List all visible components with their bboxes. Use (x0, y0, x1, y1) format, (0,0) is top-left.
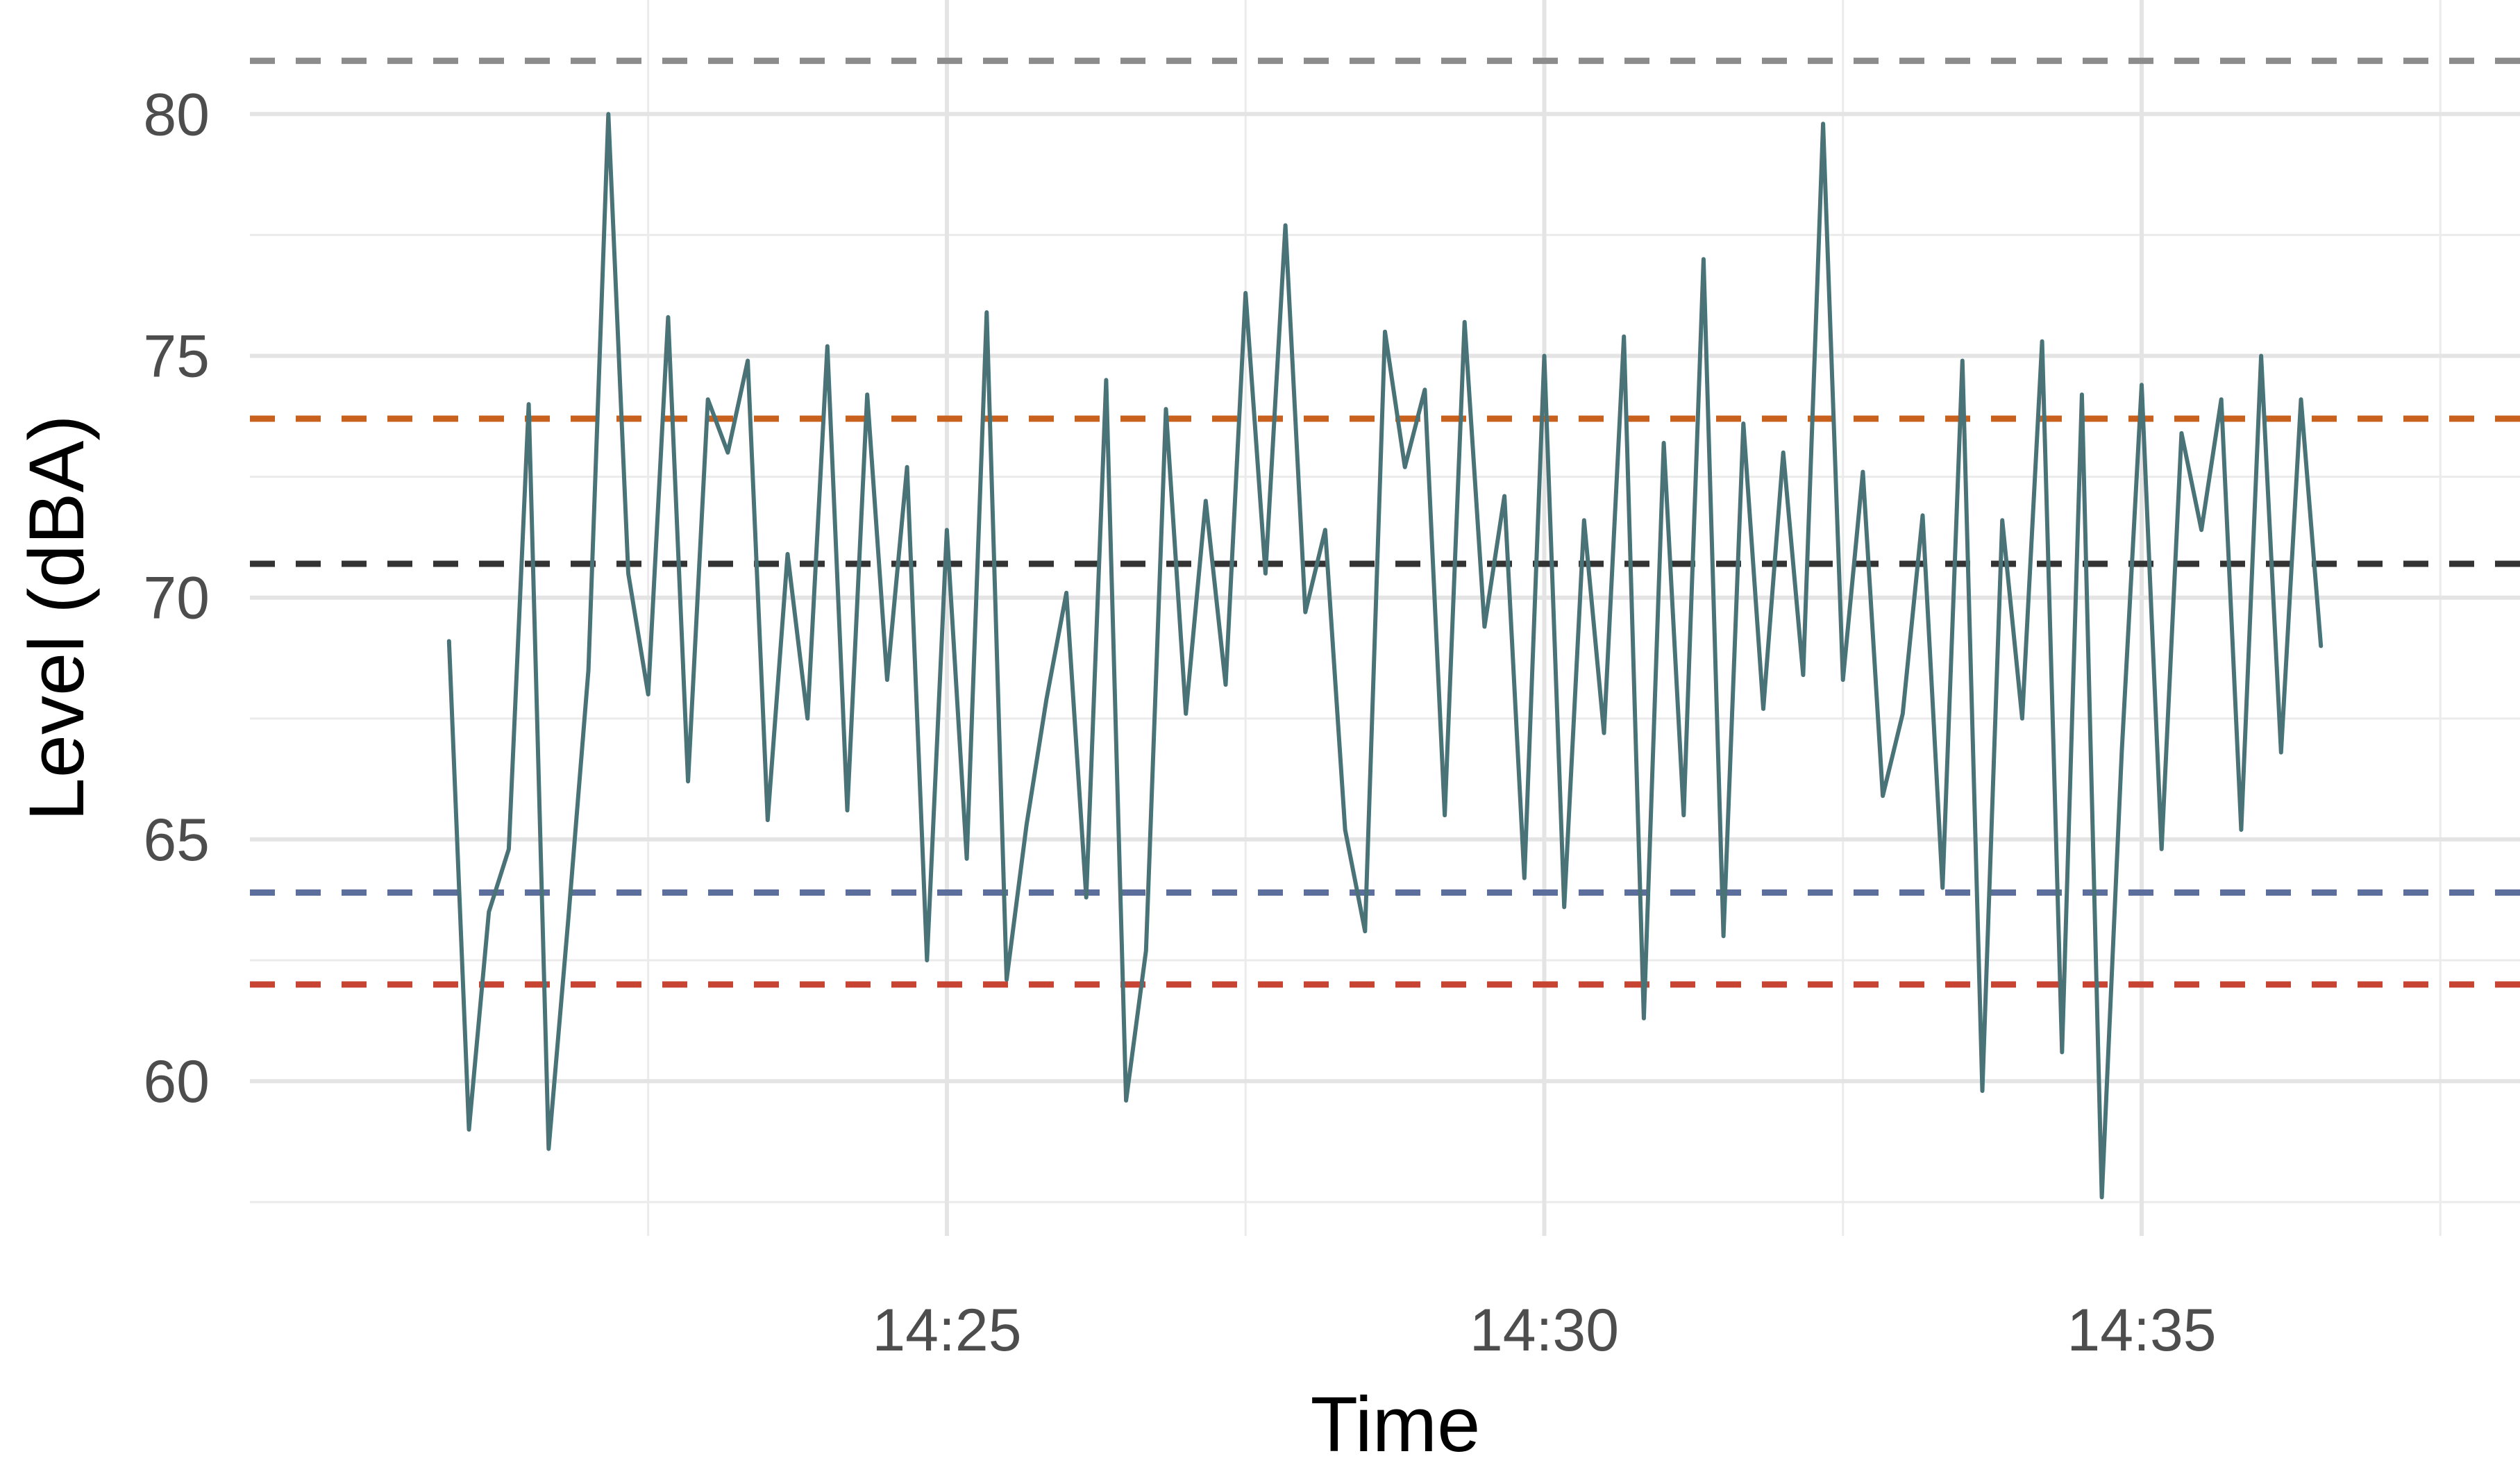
x-tick-label: 14:35 (2067, 1297, 2216, 1364)
y-tick-label: 60 (143, 1048, 210, 1115)
y-axis-title: Level (dBA) (13, 415, 100, 821)
x-tick-labels: 14:25 14:30 14:35 (872, 1297, 2216, 1364)
y-tick-label: 65 (143, 807, 210, 873)
y-tick-label: 75 (143, 324, 210, 390)
x-tick-label: 14:25 (872, 1297, 1021, 1364)
y-tick-label: 70 (143, 565, 210, 632)
x-tick-label: 14:30 (1470, 1297, 1619, 1364)
reference-lines (250, 58, 2520, 988)
y-tick-labels: 60 65 70 75 80 (143, 81, 210, 1115)
x-axis-title: Time (1311, 1381, 1481, 1468)
y-tick-label: 80 (143, 81, 210, 148)
series-line (446, 112, 2324, 1200)
series-group (446, 112, 2324, 1200)
